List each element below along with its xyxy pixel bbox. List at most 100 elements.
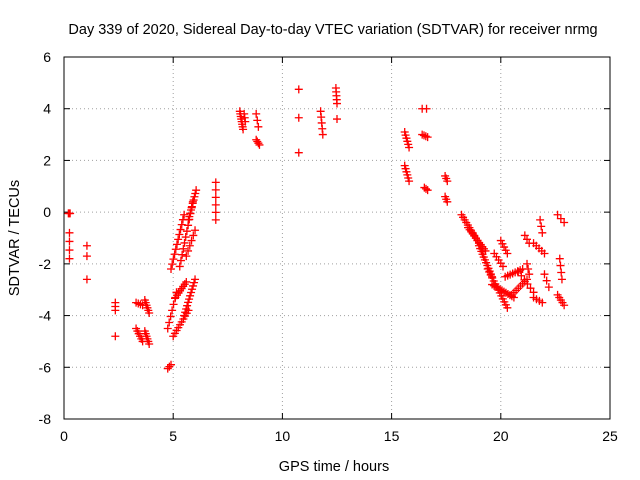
- data-points: [64, 84, 569, 373]
- data-point: [163, 324, 172, 333]
- data-point: [254, 139, 263, 148]
- data-point: [405, 143, 414, 152]
- data-point: [557, 275, 566, 284]
- data-point: [169, 300, 178, 309]
- data-point: [419, 131, 428, 140]
- data-point: [526, 284, 535, 293]
- data-point: [172, 240, 181, 249]
- grid-lines: [64, 57, 610, 419]
- data-point: [111, 332, 120, 341]
- data-point: [255, 140, 264, 149]
- data-point: [176, 256, 185, 265]
- data-point: [174, 235, 183, 244]
- y-tick-label: -4: [39, 308, 52, 324]
- data-point: [503, 249, 512, 258]
- data-point: [523, 280, 532, 289]
- data-point: [145, 308, 154, 317]
- data-point: [166, 312, 175, 321]
- data-point: [333, 115, 341, 124]
- data-point: [145, 340, 154, 349]
- x-tick-label: 15: [384, 428, 400, 444]
- data-point: [239, 125, 248, 134]
- data-point: [254, 122, 263, 131]
- data-point: [165, 318, 174, 327]
- data-point: [421, 132, 430, 141]
- data-point: [184, 246, 193, 255]
- data-point: [65, 254, 74, 263]
- data-point: [165, 362, 174, 371]
- chart-title: Day 339 of 2020, Sidereal Day-to-day VTE…: [68, 22, 597, 38]
- data-point: [542, 276, 551, 285]
- data-point: [294, 85, 303, 94]
- axis-ticks: [63, 56, 611, 420]
- data-point: [556, 261, 565, 270]
- data-point: [422, 104, 431, 113]
- y-tick-label: -6: [39, 359, 52, 375]
- data-point: [443, 197, 452, 206]
- data-point: [498, 262, 507, 271]
- y-tick-label: 2: [43, 152, 51, 168]
- x-tick-label: 5: [169, 428, 177, 444]
- data-point: [179, 244, 188, 253]
- x-tick-label: 10: [275, 428, 291, 444]
- y-tick-label: 4: [43, 101, 51, 117]
- data-point: [175, 230, 184, 239]
- data-point: [544, 283, 553, 292]
- data-point: [191, 226, 200, 235]
- data-point: [185, 241, 194, 250]
- data-point: [517, 271, 526, 280]
- x-tick-labels: 0 5 10 15 20 25: [60, 428, 618, 444]
- data-point: [418, 130, 427, 139]
- data-point: [167, 265, 176, 274]
- data-point: [177, 220, 186, 229]
- data-point: [538, 228, 547, 237]
- x-axis-label: GPS time / hours: [279, 459, 389, 475]
- data-point: [176, 225, 185, 234]
- y-tick-label: -8: [39, 411, 52, 427]
- x-tick-label: 25: [602, 428, 618, 444]
- data-point: [211, 200, 220, 209]
- x-tick-label: 0: [60, 428, 68, 444]
- data-point: [294, 148, 303, 157]
- data-point: [175, 262, 184, 271]
- data-point: [540, 270, 549, 279]
- data-point: [557, 268, 566, 277]
- y-axis-label: SDTVAR / TECUs: [7, 180, 23, 296]
- data-point: [524, 265, 533, 274]
- y-tick-labels: -8 -6 -4 -2 0 2 4 6: [39, 49, 52, 427]
- data-point: [180, 210, 189, 219]
- data-point: [423, 186, 432, 195]
- data-point: [555, 254, 564, 263]
- data-point: [169, 255, 178, 264]
- data-point: [514, 267, 523, 276]
- data-point: [167, 360, 176, 369]
- data-point: [66, 209, 75, 218]
- y-tick-label: -2: [39, 256, 52, 272]
- data-point: [211, 185, 220, 194]
- data-point: [171, 245, 180, 254]
- data-point: [182, 252, 191, 261]
- data-point: [540, 249, 549, 258]
- data-point: [252, 109, 261, 118]
- data-point: [253, 116, 262, 125]
- data-point: [180, 238, 189, 247]
- data-point: [170, 250, 179, 259]
- data-point: [423, 133, 432, 142]
- data-point: [443, 177, 452, 186]
- data-point: [525, 270, 534, 279]
- data-point: [187, 236, 196, 245]
- data-point: [421, 184, 430, 193]
- data-point: [560, 301, 569, 310]
- data-point: [181, 233, 190, 242]
- x-tick-label: 20: [493, 428, 509, 444]
- plot-frame: [63, 56, 611, 420]
- data-point: [82, 252, 91, 261]
- data-point: [538, 298, 547, 307]
- data-point: [333, 99, 341, 108]
- data-point: [82, 241, 91, 250]
- data-point: [178, 250, 187, 259]
- data-point: [405, 177, 414, 186]
- data-point: [523, 259, 532, 268]
- data-point: [503, 303, 512, 312]
- data-point: [168, 260, 177, 269]
